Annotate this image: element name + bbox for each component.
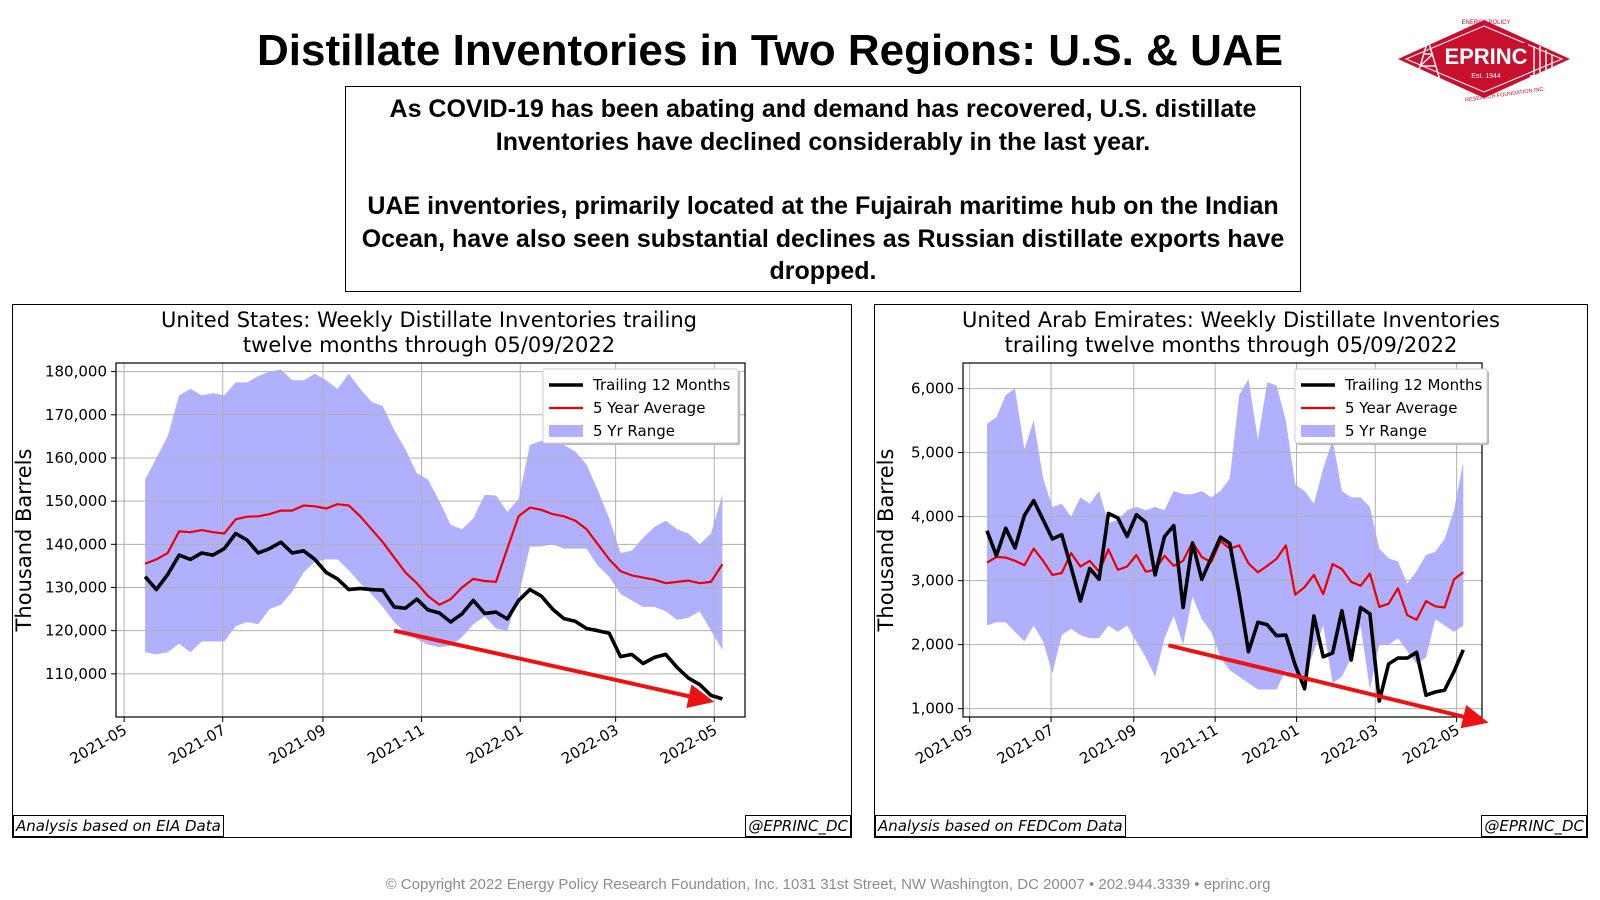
logo-name: EPRINC — [1444, 44, 1527, 69]
legend-label: Trailing 12 Months — [1344, 376, 1482, 394]
x-tick-label: 2021-09 — [1076, 721, 1139, 768]
chart-title-line: trailing twelve months through 05/09/202… — [1005, 333, 1458, 357]
uae-inventories-chart: United Arab Emirates: Weekly Distillate … — [875, 308, 1500, 768]
x-tick-label: 2022-01 — [1239, 721, 1302, 768]
uae-handle: @EPRINC_DC — [1481, 815, 1587, 837]
x-tick-label: 2022-01 — [463, 721, 526, 768]
trend-arrow-shaft — [1167, 643, 1464, 719]
summary-paragraph-1: As COVID-19 has been abating and demand … — [389, 95, 1257, 156]
x-tick-label: 2022-03 — [558, 721, 621, 768]
page-title: Distillate Inventories in Two Regions: U… — [257, 26, 1283, 75]
y-tick-label: 2,000 — [911, 636, 954, 654]
legend-swatch-range — [549, 425, 583, 437]
plot-frame — [962, 362, 1483, 718]
x-tick-label: 2021-05 — [912, 721, 975, 768]
logo-name-box — [1444, 43, 1528, 73]
legend-label: 5 Year Average — [593, 399, 705, 417]
summary-paragraph-2: UAE inventories, primarily located at th… — [361, 192, 1285, 285]
trend-arrow-shaft — [393, 628, 690, 699]
us-source-note: Analysis based on EIA Data — [13, 815, 224, 837]
x-tick-label: 2021-09 — [266, 721, 329, 768]
uae-chart-panel: United Arab Emirates: Weekly Distillate … — [874, 304, 1588, 838]
x-tick-label: 2021-07 — [165, 721, 228, 768]
y-tick-label: 4,000 — [911, 508, 954, 526]
x-tick-label: 2022-03 — [1318, 721, 1381, 768]
average-line — [986, 539, 1464, 621]
legend-label: Trailing 12 Months — [592, 376, 730, 394]
y-tick-label: 130,000 — [45, 578, 107, 596]
y-tick-label: 5,000 — [911, 444, 954, 462]
y-tick-label: 180,000 — [45, 363, 107, 381]
y-tick-label: 160,000 — [45, 449, 107, 467]
refinery-icon — [1530, 46, 1558, 77]
chart-title-line: United Arab Emirates: Weekly Distillate … — [962, 308, 1500, 332]
trend-arrow-head — [686, 684, 715, 708]
y-tick-label: 140,000 — [45, 535, 107, 553]
y-tick-label: 6,000 — [911, 380, 954, 398]
range-band — [987, 379, 1464, 690]
trailing-line — [143, 531, 723, 701]
y-axis-label: Thousand Barrels — [875, 449, 898, 633]
y-tick-label: 3,000 — [911, 572, 954, 590]
plot-frame — [115, 362, 746, 718]
summary-box: As COVID-19 has been abating and demand … — [345, 86, 1301, 292]
x-tick-label: 2022-05 — [657, 721, 720, 768]
copyright-footer: © Copyright 2022 Energy Policy Research … — [385, 876, 1271, 893]
us-inventories-chart: United States: Weekly Distillate Invento… — [13, 308, 746, 768]
logo-inner-diamond — [1404, 25, 1564, 93]
y-axis-label: Thousand Barrels — [13, 449, 36, 633]
legend-swatch-range — [1301, 425, 1335, 437]
range-band — [145, 369, 723, 655]
eprinc-logo: EPRINC Est. 1944 ENERGY POLICY RESEARCH … — [1398, 20, 1570, 102]
legend-box — [542, 368, 739, 444]
trailing-line — [985, 498, 1465, 703]
logo-est: Est. 1944 — [1471, 73, 1501, 80]
x-tick-label: 2021-11 — [1158, 721, 1221, 768]
us-handle: @EPRINC_DC — [745, 815, 851, 837]
uae-source-note: Analysis based on FEDCom Data — [875, 815, 1126, 837]
legend-label: 5 Yr Range — [1345, 422, 1427, 440]
us-chart-panel: United States: Weekly Distillate Invento… — [12, 304, 852, 838]
x-tick-label: 2021-05 — [67, 721, 130, 768]
chart-title-line: twelve months through 05/09/2022 — [243, 333, 615, 357]
chart-title-line: United States: Weekly Distillate Invento… — [161, 308, 697, 332]
y-tick-label: 170,000 — [45, 406, 107, 424]
legend-label: 5 Yr Range — [593, 422, 675, 440]
y-tick-label: 1,000 — [911, 700, 954, 718]
y-tick-label: 110,000 — [45, 665, 107, 683]
trend-arrow-head — [1460, 704, 1489, 729]
x-tick-label: 2021-11 — [364, 721, 427, 768]
x-tick-label: 2021-07 — [994, 721, 1057, 768]
y-tick-label: 150,000 — [45, 492, 107, 510]
y-tick-label: 120,000 — [45, 622, 107, 640]
legend-box — [1294, 368, 1488, 444]
legend-label: 5 Year Average — [1345, 399, 1457, 417]
average-line — [144, 503, 724, 606]
logo-arc-top: ENERGY POLICY — [1462, 20, 1511, 26]
derrick-icon — [1415, 39, 1441, 81]
x-tick-label: 2022-05 — [1399, 721, 1462, 768]
